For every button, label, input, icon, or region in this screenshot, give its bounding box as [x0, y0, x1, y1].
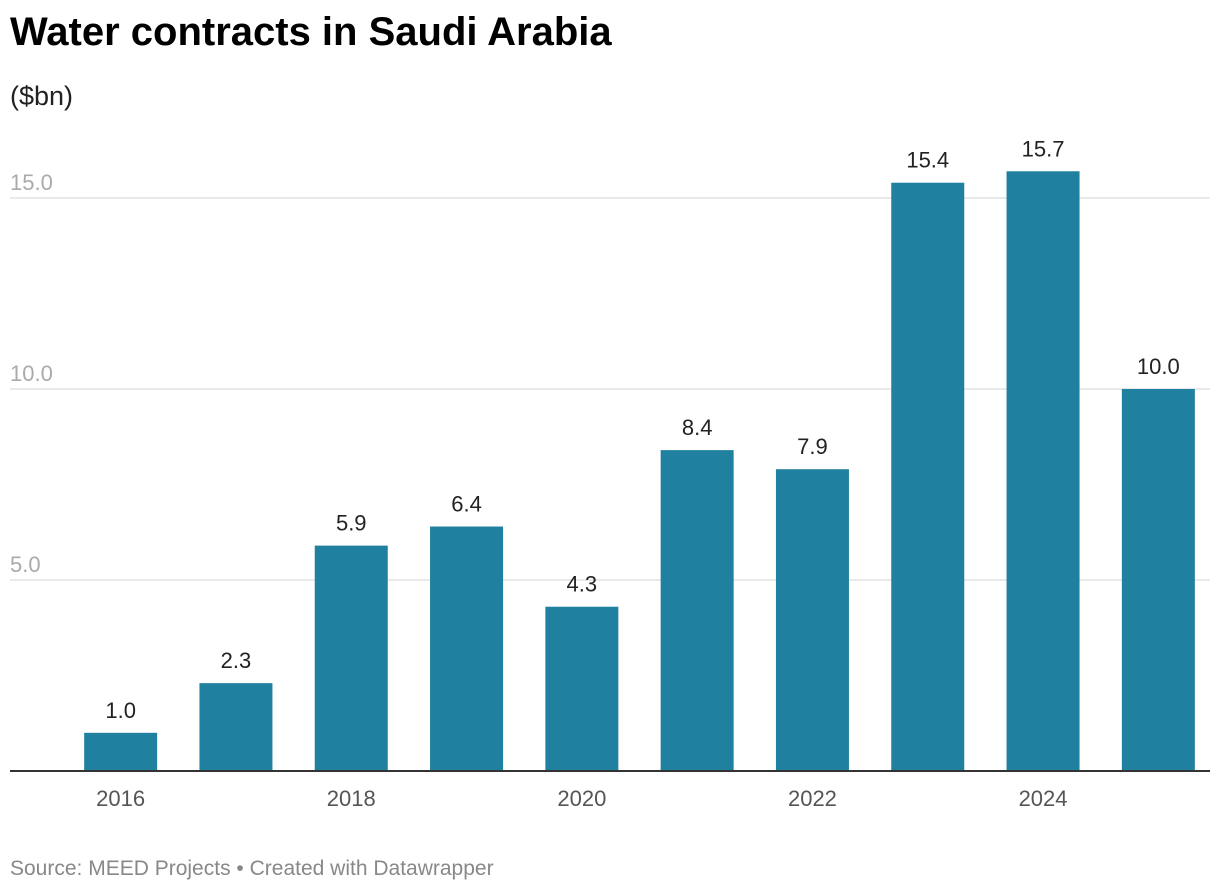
x-tick-label: 2018 — [327, 786, 376, 811]
bar-value-label: 5.9 — [336, 511, 367, 536]
bar-value-label: 1.0 — [105, 698, 136, 723]
bar-value-label: 15.4 — [906, 148, 949, 173]
bar-value-label: 2.3 — [221, 648, 252, 673]
x-tick-label: 2016 — [96, 786, 145, 811]
footer-separator: • — [236, 857, 244, 880]
footer: Source: MEED Projects • Created with Dat… — [10, 857, 494, 881]
y-tick-label: 5.0 — [10, 552, 41, 577]
bar — [314, 545, 388, 771]
x-tick-label: 2022 — [788, 786, 837, 811]
bar — [775, 469, 849, 771]
bar-value-label: 10.0 — [1137, 354, 1180, 379]
y-tick-label: 15.0 — [10, 170, 53, 195]
bar — [660, 450, 734, 771]
x-tick-label: 2020 — [557, 786, 606, 811]
bar — [891, 182, 965, 772]
bar — [430, 526, 504, 771]
bar — [1006, 171, 1080, 771]
credit-note: Created with Datawrapper — [249, 857, 494, 880]
bar-value-label: 6.4 — [451, 492, 482, 517]
bar — [545, 606, 619, 771]
source-note: Source: MEED Projects — [10, 857, 231, 880]
bar — [199, 683, 273, 771]
bar — [1121, 389, 1195, 771]
bar-value-label: 8.4 — [682, 415, 713, 440]
bar-value-label: 7.9 — [797, 434, 828, 459]
bar-value-label: 4.3 — [567, 572, 598, 597]
chart-subtitle: ($bn) — [10, 81, 74, 111]
y-tick-label: 10.0 — [10, 361, 53, 386]
chart-title: Water contracts in Saudi Arabia — [10, 10, 612, 54]
x-tick-label: 2024 — [1019, 786, 1068, 811]
bar-value-label: 15.7 — [1022, 136, 1065, 161]
bar — [84, 732, 158, 771]
